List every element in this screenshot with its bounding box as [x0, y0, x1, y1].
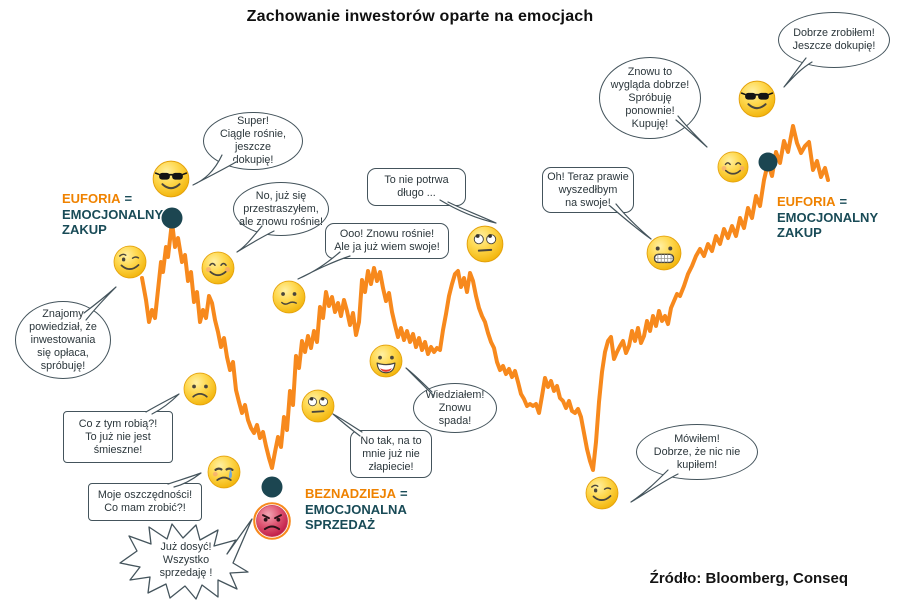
bubble-text: Super! Ciągle rośnie, jeszcze dokupię!: [219, 115, 286, 166]
bubble-text: Dobrze zrobiłem! Jeszcze dokupię!: [792, 27, 876, 52]
speech-bubble-cozrobia: Co z tym robią?! To już nie jest śmieszn…: [63, 411, 173, 463]
speech-bubble-ooo: Ooo! Znowu rośnie! Ale ja już wiem swoje…: [325, 223, 449, 259]
bubble-text: Wiedziałem! Znowu spada!: [425, 388, 485, 427]
bubble-text: Już dosyć! Wszystko sprzedaję !: [159, 540, 213, 579]
emoji-wink-icon: [585, 476, 619, 510]
emoji-blush-smile-icon: [717, 151, 749, 183]
label-term: EUFORIA: [777, 194, 836, 209]
label-eq: =: [124, 191, 133, 206]
speech-bubble-oszczednosci: Moje oszczędności! Co mam zrobić?!: [88, 483, 202, 521]
bubble-text: No, już się przestraszyłem, ale znowu ro…: [238, 189, 324, 228]
emoji-eyeroll-icon: [466, 225, 504, 263]
label-term: EUFORIA: [62, 191, 121, 206]
speech-bubble-przestraszylem: No, już się przestraszyłem, ale znowu ro…: [233, 182, 329, 236]
speech-bubble-znowuto: Znowu to wygląda dobrze! Spróbuję ponown…: [599, 57, 701, 139]
label-euforia-left: EUFORIA = EMOCJONALNY ZAKUP: [62, 191, 163, 238]
emoji-grin-icon: [369, 344, 403, 378]
label-eq: =: [839, 194, 848, 209]
emoji-sunglasses-icon: [738, 80, 776, 118]
label-eq: =: [400, 486, 408, 501]
decision-dot-2: [758, 152, 778, 172]
speech-bubble-znajomy: Znajomy powiedział, że inwestowania się …: [15, 301, 111, 379]
speech-bubble-teraz: Oh! Teraz prawie wyszedłbym na swoje!: [542, 167, 634, 213]
bubble-text: To nie potrwa długo ...: [384, 174, 449, 199]
speech-bubble-notak: No tak, na to mnie już nie złapiecie!: [350, 430, 432, 478]
decision-dot-1: [261, 476, 283, 498]
label-euforia-right: EUFORIA = EMOCJONALNY ZAKUP: [777, 194, 878, 241]
label-definition: EMOCJONALNA SPRZEDAŻ: [305, 501, 407, 533]
speech-bubble-dobrzezrobilem: Dobrze zrobiłem! Jeszcze dokupię!: [778, 12, 890, 68]
emoji-crying-icon: [207, 455, 241, 489]
emoji-blush-smile-icon: [201, 251, 235, 285]
burst-shape: [119, 518, 253, 600]
speech-bubble-super: Super! Ciągle rośnie, jeszcze dokupię!: [203, 112, 303, 170]
speech-bubble-mowilem: Mówiłem! Dobrze, że nic nie kupiłem!: [636, 424, 758, 480]
label-term: BEZNADZIEJA: [305, 486, 397, 501]
emoji-angry-icon: [253, 502, 291, 540]
speech-bubble-dosyc: Już dosyć! Wszystko sprzedaję !: [118, 518, 254, 602]
bubble-text: Co z tym robią?! To już nie jest śmieszn…: [78, 417, 158, 456]
market-line: [140, 124, 830, 472]
bubble-text: Znowu to wygląda dobrze! Spróbuję ponown…: [610, 65, 690, 130]
bubble-text: Ooo! Znowu rośnie! Ale ja już wiem swoje…: [334, 228, 440, 253]
label-beznadzieja: BEZNADZIEJA = EMOCJONALNA SPRZEDAŻ: [305, 486, 408, 533]
source-note: Źródło: Bloomberg, Conseq: [649, 570, 848, 587]
speech-bubble-potrwa: To nie potrwa długo ...: [367, 168, 466, 206]
speech-bubble-wiedzialem: Wiedziałem! Znowu spada!: [413, 383, 497, 433]
emoji-wink-icon: [113, 245, 147, 279]
bubble-text: Oh! Teraz prawie wyszedłbym na swoje!: [547, 170, 629, 209]
decision-dot-0: [161, 207, 183, 229]
emoji-sad-icon: [183, 372, 217, 406]
bubble-text: No tak, na to mnie już nie złapiecie!: [360, 434, 422, 473]
emoji-confused-icon: [272, 280, 306, 314]
bubble-text: Znajomy powiedział, że inwestowania się …: [29, 307, 97, 372]
emoji-grimace-icon: [646, 235, 682, 271]
emoji-sunglasses-icon: [152, 160, 190, 198]
page-title: Zachowanie inwestorów oparte na emocjach: [246, 8, 594, 25]
bubble-text: Mówiłem! Dobrze, że nic nie kupiłem!: [653, 432, 741, 471]
label-definition: EMOCJONALNY ZAKUP: [777, 209, 879, 241]
emoji-eyeroll-icon: [301, 389, 335, 423]
label-definition: EMOCJONALNY ZAKUP: [62, 206, 164, 238]
bubble-text: Moje oszczędności! Co mam zrobić?!: [97, 489, 193, 514]
